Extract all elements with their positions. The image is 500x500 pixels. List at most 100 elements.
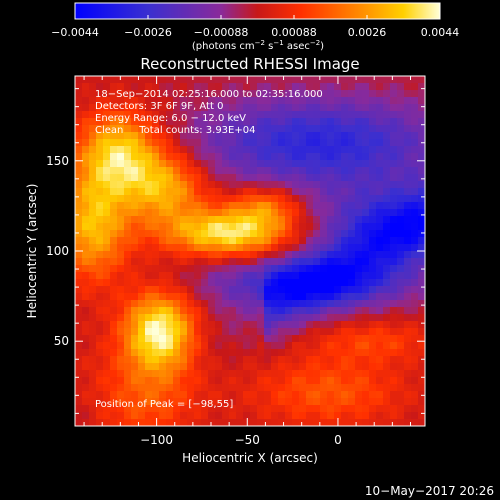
heatmap-cell: [96, 342, 104, 350]
heatmap-cell: [397, 419, 405, 427]
heatmap-cell: [348, 391, 356, 399]
heatmap-cell: [292, 251, 300, 259]
heatmap-cell: [187, 181, 195, 189]
heatmap-cell: [208, 97, 216, 105]
heatmap-cell: [82, 76, 90, 84]
heatmap-cell: [376, 76, 384, 84]
heatmap-cell: [173, 398, 181, 406]
heatmap-cell: [369, 356, 377, 364]
heatmap-cell: [229, 328, 237, 336]
heatmap-cell: [215, 230, 223, 238]
heatmap-cell: [124, 174, 132, 182]
heatmap-cell: [152, 370, 160, 378]
heatmap-cell: [411, 118, 419, 126]
heatmap-cell: [243, 384, 251, 392]
heatmap-cell: [82, 286, 90, 294]
heatmap-cell: [250, 398, 258, 406]
heatmap-cell: [390, 90, 398, 98]
heatmap-cell: [131, 160, 139, 168]
heatmap-cell: [124, 83, 132, 91]
heatmap-cell: [404, 356, 412, 364]
heatmap-cell: [418, 160, 426, 168]
heatmap-cell: [166, 398, 174, 406]
heatmap-cell: [159, 97, 167, 105]
heatmap-cell: [327, 76, 335, 84]
heatmap-cell: [418, 146, 426, 154]
heatmap-cell: [320, 314, 328, 322]
heatmap-cell: [369, 160, 377, 168]
heatmap-cell: [82, 377, 90, 385]
heatmap-cell: [166, 251, 174, 259]
heatmap-cell: [285, 181, 293, 189]
heatmap-cell: [82, 216, 90, 224]
heatmap-cell: [376, 153, 384, 161]
heatmap-cell: [250, 314, 258, 322]
heatmap-cell: [348, 307, 356, 315]
heatmap-cell: [285, 132, 293, 140]
heatmap-cell: [327, 314, 335, 322]
heatmap-cell: [131, 314, 139, 322]
heatmap-cell: [124, 90, 132, 98]
heatmap-cell: [397, 391, 405, 399]
heatmap-cell: [180, 321, 188, 329]
heatmap-cell: [299, 251, 307, 259]
heatmap-cell: [159, 300, 167, 308]
heatmap-cell: [313, 244, 321, 252]
heatmap-cell: [404, 237, 412, 245]
heatmap-cell: [236, 244, 244, 252]
heatmap-cell: [138, 174, 146, 182]
heatmap-cell: [124, 251, 132, 259]
heatmap-cell: [187, 153, 195, 161]
heatmap-cell: [327, 419, 335, 427]
heatmap-cell: [124, 272, 132, 280]
heatmap-cell: [299, 90, 307, 98]
heatmap-cell: [292, 90, 300, 98]
heatmap-cell: [292, 286, 300, 294]
heatmap-cell: [404, 272, 412, 280]
heatmap-cell: [173, 90, 181, 98]
heatmap-cell: [187, 97, 195, 105]
heatmap-cell: [292, 83, 300, 91]
heatmap-cell: [89, 307, 97, 315]
heatmap-cell: [236, 132, 244, 140]
heatmap-cell: [166, 83, 174, 91]
heatmap-cell: [383, 160, 391, 168]
heatmap-cell: [229, 279, 237, 287]
heatmap-cell: [264, 370, 272, 378]
heatmap-cell: [194, 307, 202, 315]
heatmap-cell: [215, 335, 223, 343]
heatmap-cell: [306, 153, 314, 161]
heatmap-cell: [215, 104, 223, 112]
heatmap-cell: [383, 321, 391, 329]
heatmap-cell: [383, 412, 391, 420]
heatmap-cell: [138, 118, 146, 126]
heatmap-cell: [285, 237, 293, 245]
heatmap-cell: [208, 230, 216, 238]
heatmap-cell: [110, 174, 118, 182]
heatmap-cell: [145, 377, 153, 385]
heatmap-cell: [390, 356, 398, 364]
heatmap-cell: [166, 202, 174, 210]
heatmap-cell: [215, 195, 223, 203]
heatmap-cell: [243, 412, 251, 420]
heatmap-cell: [243, 314, 251, 322]
heatmap-cell: [404, 321, 412, 329]
heatmap-cell: [313, 265, 321, 273]
heatmap-cell: [215, 370, 223, 378]
annotation-line: Energy Range: 6.0 − 12.0 keV: [95, 113, 246, 124]
heatmap-cell: [215, 251, 223, 259]
heatmap-cell: [180, 167, 188, 175]
heatmap-cell: [299, 328, 307, 336]
heatmap-cell: [159, 272, 167, 280]
heatmap-cell: [201, 314, 209, 322]
heatmap-cell: [131, 307, 139, 315]
heatmap-cell: [362, 167, 370, 175]
heatmap-cell: [180, 209, 188, 217]
heatmap-cell: [187, 405, 195, 413]
heatmap-cell: [117, 342, 125, 350]
heatmap-cell: [250, 132, 258, 140]
heatmap-cell: [278, 321, 286, 329]
heatmap-cell: [96, 174, 104, 182]
heatmap-cell: [236, 181, 244, 189]
heatmap-cell: [159, 279, 167, 287]
